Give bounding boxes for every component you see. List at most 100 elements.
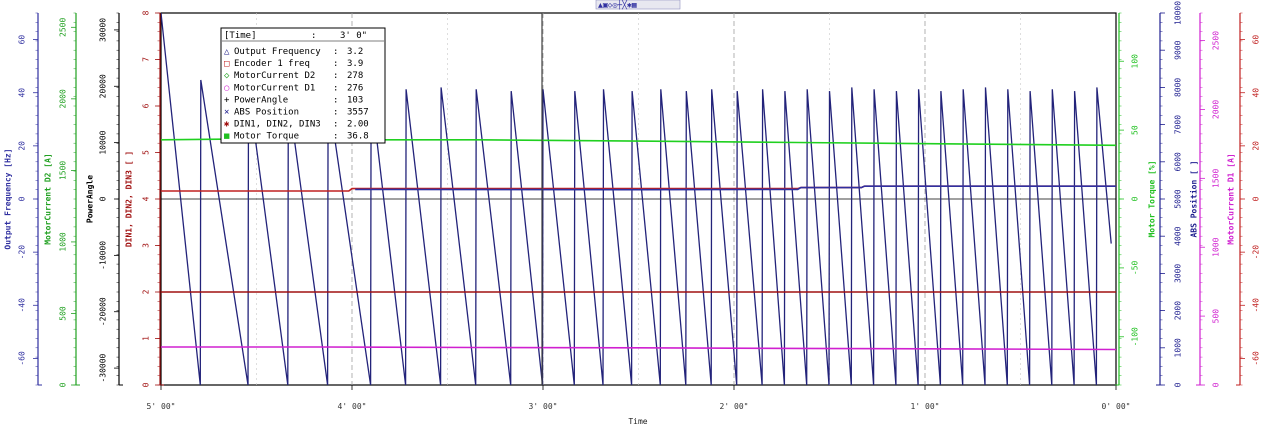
legend-entry-motorcurrent-d2-value: 278 [347, 71, 363, 81]
ax-abs-position-tick-label-0: 10000 [1174, 1, 1183, 25]
ax-encoder-freq-tick-label-5: -40 [1252, 298, 1261, 313]
ax-encoder-freq-tick-label-6: -60 [1252, 351, 1261, 366]
legend-entry-motor-torque-sep: : [333, 132, 338, 142]
legend-entry-output-frequency-marker: △ [224, 47, 230, 57]
ax-din: 8 7 6 5 4 3 2 1 0 DIN1, DIN2, DIN3 [ ] [125, 10, 164, 387]
x-axis: Time 5' 00" 4' 00" 3' 00" 2' 00" 1' 00" 0' 00… [147, 385, 1131, 426]
legend-entry-abs-position-name: ABS Position [234, 108, 299, 118]
legend-entry-motorcurrent-d2-sep: : [333, 71, 338, 81]
ax-motorcurrent-d2-tick-label-1: 2000 [59, 89, 68, 108]
ax-motor-torque-tick-label-1: 50 [1131, 125, 1140, 135]
ax-din-tick-label-6: 2 [142, 289, 151, 294]
legend-entry-abs-position-value: 3557 [347, 108, 369, 118]
ax-motorcurrent-d1-tick-label-1: 2000 [1212, 100, 1221, 119]
ax-encoder-freq-tick-label-1: 40 [1252, 88, 1261, 98]
x-tick-label-3: 2' 00" [720, 402, 749, 411]
ax-din-tick-label-2: 6 [142, 103, 151, 108]
ax-motorcurrent-d2-tick-label-2: 1500 [59, 161, 68, 180]
ax-output-frequency-tick-label-3: 0 [18, 196, 27, 201]
ax-motorcurrent-d2: 2500 2000 1500 1000 500 0 MotorCurrent D2 [A] [44, 12, 80, 387]
legend-entry-encoder-1-freq-name: Encoder 1 freq [234, 59, 310, 69]
legend-entry-motorcurrent-d2-name: MotorCurrent D2 [234, 71, 315, 81]
ax-din-tick-label-1: 7 [142, 57, 151, 62]
ax-motor-torque-tick-label-2: 0 [1131, 196, 1140, 201]
x-tick-label-5: 0' 00" [1102, 402, 1131, 411]
ax-abs-position: 1000090008000700060005000400030002000100… [1156, 1, 1199, 387]
x-tick-label-1: 4' 00" [338, 402, 367, 411]
ax-motorcurrent-d1-tick-label-5: 0 [1212, 382, 1221, 387]
legend-entry-motorcurrent-d1-sep: : [333, 83, 338, 93]
legend-entry-encoder-1-freq-value: 3.9 [347, 59, 363, 69]
ax-din-tick-label-4: 4 [142, 196, 151, 201]
ax-output-frequency-tick-label-1: 40 [18, 88, 27, 98]
legend-entry-din1-din2-din3-value: 2.00 [347, 120, 369, 130]
toolbar-icons[interactable]: ▲▣◇◎┼╳✱▦ [598, 0, 637, 10]
series-layer [161, 13, 1116, 385]
x-tick-label-2: 3' 00" [529, 402, 558, 411]
ax-abs-position-tick-label-6: 4000 [1174, 226, 1183, 245]
legend-entry-abs-position-sep: : [333, 108, 338, 118]
ax-output-frequency-tick-label-2: 20 [18, 141, 27, 151]
legend-entry-output-frequency-name: Output Frequency [234, 47, 321, 57]
ax-motorcurrent-d2-tick-label-3: 1000 [59, 232, 68, 251]
legend-entry-powerangle-marker: + [224, 95, 230, 105]
legend-entry-motorcurrent-d2-marker: ◇ [224, 71, 230, 81]
x-axis-label: Time [628, 417, 647, 426]
x-tick-label-4: 1' 00" [911, 402, 940, 411]
ax-din-tick-label-0: 8 [142, 10, 151, 15]
legend-entry-motorcurrent-d1-value: 276 [347, 83, 363, 93]
legend-entry-motor-torque-marker: ■ [224, 132, 230, 142]
legend-header-sep: : [311, 31, 316, 41]
ax-encoder-freq-tick-label-0: 60 [1252, 35, 1261, 45]
ax-motorcurrent-d1-title: MotorCurrent D1 [A] [1227, 153, 1236, 245]
ax-encoder-freq-tick-label-2: 20 [1252, 141, 1261, 151]
legend-entry-encoder-1-freq-sep: : [333, 59, 338, 69]
ax-motorcurrent-d1-tick-label-4: 500 [1212, 309, 1221, 324]
legend-entry-powerangle-name: PowerAngle [234, 95, 288, 105]
ax-output-frequency-tick-label-5: -40 [18, 298, 27, 313]
ax-motor-torque-tick-label-4: -100 [1131, 327, 1140, 346]
ax-abs-position-tick-label-8: 2000 [1174, 301, 1183, 320]
ax-abs-position-title: ABS Position [ ] [1189, 160, 1199, 237]
series-line-output-frequency [355, 185, 1116, 191]
ax-output-frequency-tick-label-0: 60 [18, 35, 27, 45]
ax-abs-position-tick-label-7: 3000 [1174, 264, 1183, 283]
ax-abs-position-tick-label-3: 7000 [1174, 115, 1183, 134]
legend-entry-output-frequency-sep: : [333, 47, 338, 57]
legend-entry-motorcurrent-d1-marker: ○ [224, 83, 230, 93]
legend-entry-din1-din2-din3-sep: : [333, 120, 338, 130]
ax-motor-torque-tick-label-0: 100 [1131, 54, 1140, 69]
ax-abs-position-tick-label-4: 6000 [1174, 152, 1183, 171]
ax-powerangle-tick-label-4: -10000 [99, 241, 108, 270]
ax-din-tick-label-3: 5 [142, 150, 151, 155]
ax-motorcurrent-d2-tick-label-5: 0 [59, 382, 68, 387]
legend-entry-din1-din2-din3-marker: ✱ [224, 120, 230, 130]
ax-powerangle-tick-label-0: 30000 [99, 18, 108, 42]
ax-abs-position-tick-label-10: 0 [1174, 382, 1183, 387]
ax-abs-position-tick-label-1: 9000 [1174, 40, 1183, 59]
ax-din-tick-label-7: 1 [142, 336, 151, 341]
ax-motorcurrent-d1-tick-label-2: 1500 [1212, 169, 1221, 188]
ax-encoder-freq: 60 40 20 0 -20 -40 -60 [1236, 12, 1261, 386]
ax-motor-torque-title: Motor Torque [%] [1148, 160, 1157, 237]
legend-entry-motor-torque-value: 36.8 [347, 132, 369, 142]
series-line-motorcurrent-d1 [161, 346, 1116, 351]
legend-entry-encoder-1-freq-marker: □ [224, 59, 230, 69]
ax-output-frequency-tick-label-4: -20 [18, 245, 27, 260]
ax-encoder-freq-tick-label-4: -20 [1252, 245, 1261, 260]
toolbar[interactable]: ▲▣◇◎┼╳✱▦ [595, 0, 681, 10]
legend-entry-motor-torque-name: Motor Torque [234, 132, 299, 142]
ax-output-frequency-tick-label-6: -60 [18, 351, 27, 366]
ax-output-frequency-title: Output Frequency [Hz] [4, 148, 13, 249]
legend-entry-din1-din2-din3-name: DIN1, DIN2, DIN3 [234, 120, 321, 130]
series-line-abs-position [161, 13, 1112, 385]
x-tick-label-0: 5' 00" [147, 402, 176, 411]
legend[interactable]: [Time] : 3' 0" △ Output Frequency:3.2□ Enc… [220, 27, 386, 144]
ax-motorcurrent-d2-title: MotorCurrent D2 [A] [44, 153, 53, 245]
legend-header-label: [Time] [224, 31, 257, 41]
ax-powerangle-tick-label-6: -30000 [99, 353, 108, 382]
ax-motorcurrent-d1-tick-label-3: 1000 [1212, 237, 1221, 256]
legend-entry-output-frequency-value: 3.2 [347, 47, 363, 57]
